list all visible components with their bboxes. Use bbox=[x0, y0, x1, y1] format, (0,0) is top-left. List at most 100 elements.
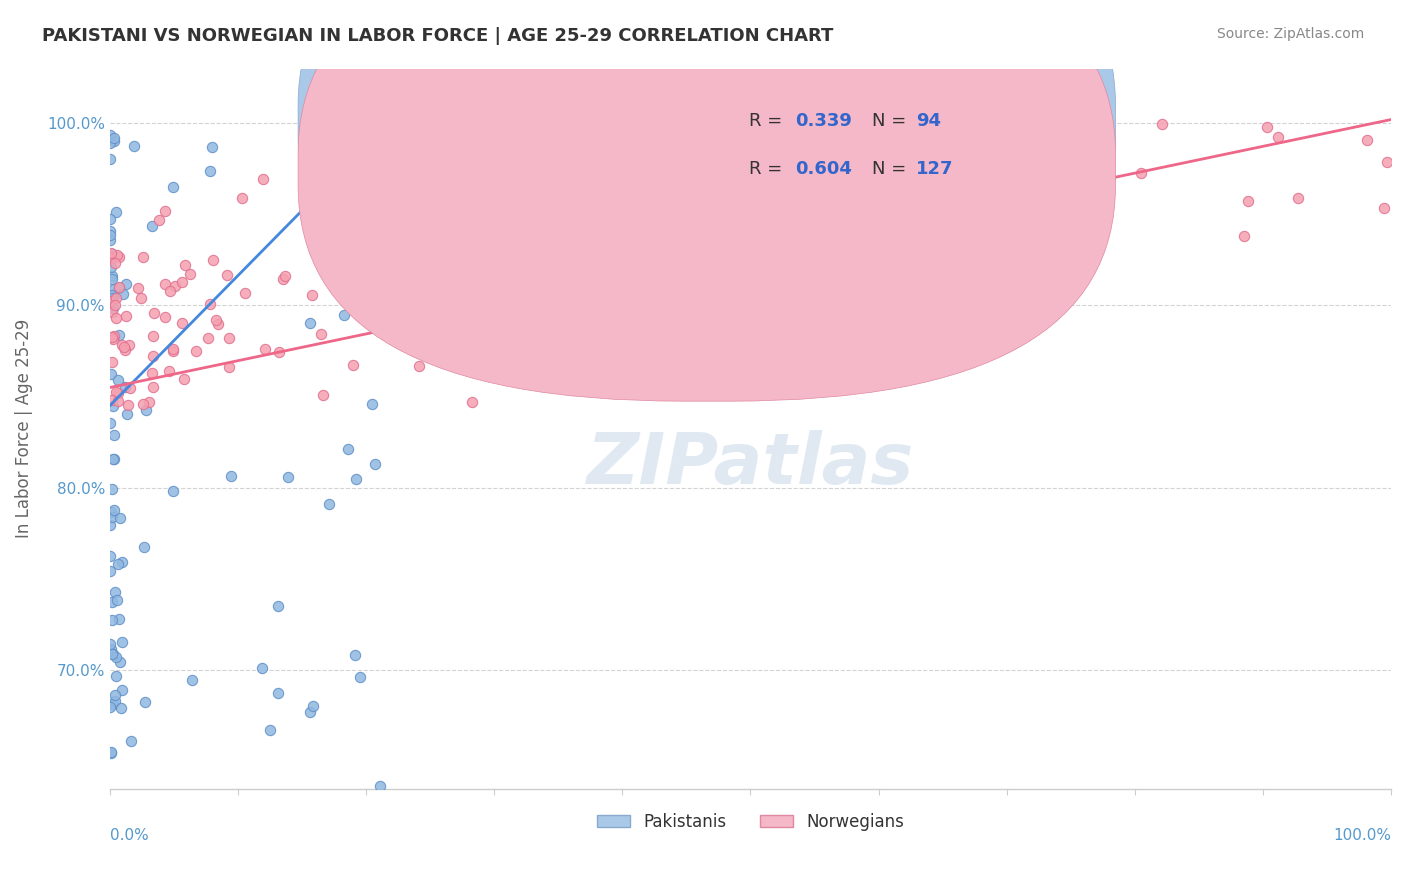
Point bbox=[1237, 194, 1260, 208]
Point bbox=[987, 124, 1010, 138]
Point bbox=[100, 745, 122, 759]
Point bbox=[342, 358, 364, 372]
Point bbox=[114, 343, 136, 358]
Point bbox=[1267, 130, 1289, 145]
Point bbox=[127, 281, 149, 295]
Point bbox=[374, 309, 396, 323]
Point bbox=[142, 380, 165, 394]
Point bbox=[408, 359, 430, 373]
Point bbox=[434, 183, 457, 197]
Point bbox=[103, 301, 125, 315]
Point bbox=[197, 331, 219, 345]
Point bbox=[422, 260, 444, 275]
Point bbox=[644, 257, 666, 271]
Text: R =: R = bbox=[749, 161, 789, 178]
Point bbox=[472, 192, 495, 206]
Point bbox=[1076, 227, 1098, 242]
Point bbox=[1288, 191, 1310, 205]
Point bbox=[134, 540, 156, 554]
Point bbox=[153, 310, 176, 324]
Point bbox=[100, 250, 122, 264]
Point bbox=[215, 268, 238, 282]
Point bbox=[274, 268, 297, 283]
Point bbox=[427, 235, 450, 249]
Point bbox=[301, 287, 323, 301]
Point bbox=[512, 307, 534, 321]
Point bbox=[108, 656, 131, 670]
Point bbox=[267, 599, 290, 613]
Point bbox=[165, 279, 187, 293]
Text: 127: 127 bbox=[915, 161, 953, 178]
Point bbox=[1256, 120, 1278, 135]
Point bbox=[252, 172, 274, 186]
Point bbox=[107, 373, 129, 387]
Point bbox=[100, 251, 122, 265]
Point bbox=[100, 272, 122, 286]
Point bbox=[104, 204, 127, 219]
Text: ZIPatlas: ZIPatlas bbox=[586, 430, 914, 499]
Point bbox=[100, 393, 122, 408]
Point bbox=[111, 338, 134, 352]
Point bbox=[277, 469, 299, 483]
Point bbox=[716, 223, 738, 237]
Point bbox=[267, 686, 290, 700]
Point bbox=[101, 613, 124, 627]
Point bbox=[104, 297, 127, 311]
Point bbox=[100, 293, 122, 308]
Point bbox=[1374, 201, 1396, 215]
Point bbox=[312, 388, 335, 402]
Point bbox=[1129, 166, 1152, 180]
Point bbox=[120, 734, 142, 748]
Point bbox=[107, 385, 129, 400]
Text: PAKISTANI VS NORWEGIAN IN LABOR FORCE | AGE 25-29 CORRELATION CHART: PAKISTANI VS NORWEGIAN IN LABOR FORCE | … bbox=[42, 27, 834, 45]
Point bbox=[101, 269, 124, 284]
Point bbox=[155, 203, 177, 218]
Point bbox=[373, 132, 395, 146]
Point bbox=[98, 252, 121, 267]
Point bbox=[107, 394, 129, 409]
Point bbox=[100, 747, 122, 761]
Point bbox=[309, 200, 332, 214]
Point bbox=[655, 277, 678, 291]
Point bbox=[118, 338, 141, 352]
Point bbox=[112, 340, 135, 354]
Point bbox=[702, 132, 724, 146]
Point bbox=[101, 354, 124, 368]
Point bbox=[108, 511, 131, 525]
Point bbox=[346, 199, 368, 213]
Point bbox=[298, 316, 321, 330]
Point bbox=[173, 372, 195, 386]
Point bbox=[132, 250, 155, 264]
Point bbox=[101, 287, 124, 301]
Point bbox=[104, 688, 127, 702]
Point bbox=[565, 307, 588, 321]
Point bbox=[162, 343, 184, 358]
Text: 0.0%: 0.0% bbox=[110, 828, 149, 843]
Point bbox=[598, 252, 620, 266]
Point bbox=[115, 277, 138, 291]
Text: 0.604: 0.604 bbox=[796, 161, 852, 178]
Point bbox=[914, 219, 936, 233]
Point bbox=[114, 309, 136, 323]
Point bbox=[368, 779, 391, 793]
Point bbox=[98, 128, 121, 143]
Point bbox=[200, 296, 222, 310]
Point bbox=[141, 367, 163, 381]
Point bbox=[98, 233, 121, 247]
FancyBboxPatch shape bbox=[654, 83, 994, 212]
Point bbox=[142, 306, 165, 320]
Text: N =: N = bbox=[872, 112, 912, 130]
Point bbox=[110, 701, 132, 715]
Point bbox=[105, 384, 128, 399]
Point bbox=[142, 329, 165, 343]
Point bbox=[110, 555, 132, 569]
Point bbox=[103, 427, 125, 442]
Point bbox=[179, 268, 201, 282]
Point bbox=[219, 468, 242, 483]
Point bbox=[250, 661, 273, 675]
Point bbox=[101, 595, 124, 609]
Point bbox=[107, 612, 129, 626]
Point bbox=[103, 131, 125, 145]
Point bbox=[522, 184, 544, 198]
Point bbox=[218, 331, 240, 345]
